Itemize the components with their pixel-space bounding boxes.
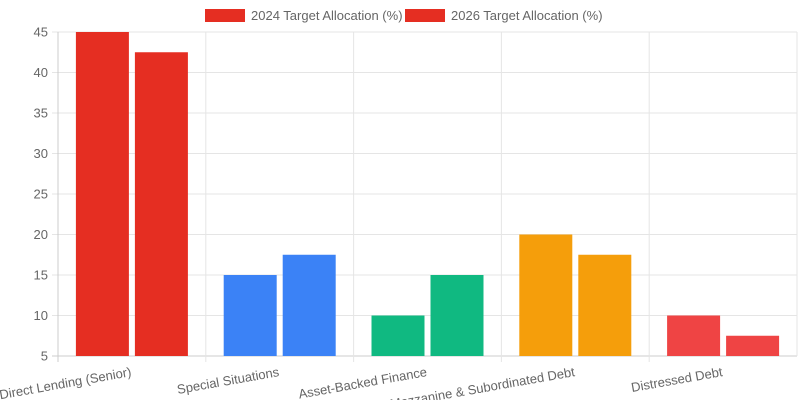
legend-item[interactable]: 2024 Target Allocation (%) <box>205 8 403 23</box>
x-axis: Direct Lending (Senior) Special Situation… <box>0 364 724 405</box>
bar-2024[interactable] <box>75 32 129 356</box>
legend-swatch <box>405 9 445 22</box>
y-tick-label: 35 <box>34 106 48 121</box>
legend-label: 2026 Target Allocation (%) <box>451 8 603 23</box>
x-tick-label: Direct Lending (Senior) <box>0 364 132 400</box>
y-tick-label: 25 <box>34 187 48 202</box>
bar-2026[interactable] <box>726 335 780 356</box>
bar-2024[interactable] <box>667 315 721 357</box>
legend-swatch <box>205 9 245 22</box>
y-tick-label: 45 <box>34 25 48 40</box>
x-tick-label: Special Situations <box>176 364 281 397</box>
legend-item[interactable]: 2026 Target Allocation (%) <box>405 8 603 23</box>
y-axis: 5 10 15 20 25 30 35 40 45 <box>34 25 48 364</box>
y-tick-label: 30 <box>34 146 48 161</box>
bar-2024[interactable] <box>223 275 277 356</box>
bars <box>75 32 780 357</box>
y-tick-label: 40 <box>34 65 48 80</box>
y-tick-label: 10 <box>34 308 48 323</box>
bar-2024[interactable] <box>371 315 425 357</box>
bar-2026[interactable] <box>430 275 484 356</box>
legend-label: 2024 Target Allocation (%) <box>251 8 403 23</box>
bar-2026[interactable] <box>578 254 632 356</box>
bar-2026[interactable] <box>134 52 188 356</box>
x-tick-label: Distressed Debt <box>630 364 724 395</box>
y-tick-label: 20 <box>34 227 48 242</box>
bar-2026[interactable] <box>282 254 336 356</box>
legend: 2024 Target Allocation (%) 2026 Target Al… <box>205 8 603 23</box>
bar-2024[interactable] <box>519 234 573 357</box>
y-tick-label: 15 <box>34 268 48 283</box>
y-tick-label: 5 <box>41 349 48 364</box>
